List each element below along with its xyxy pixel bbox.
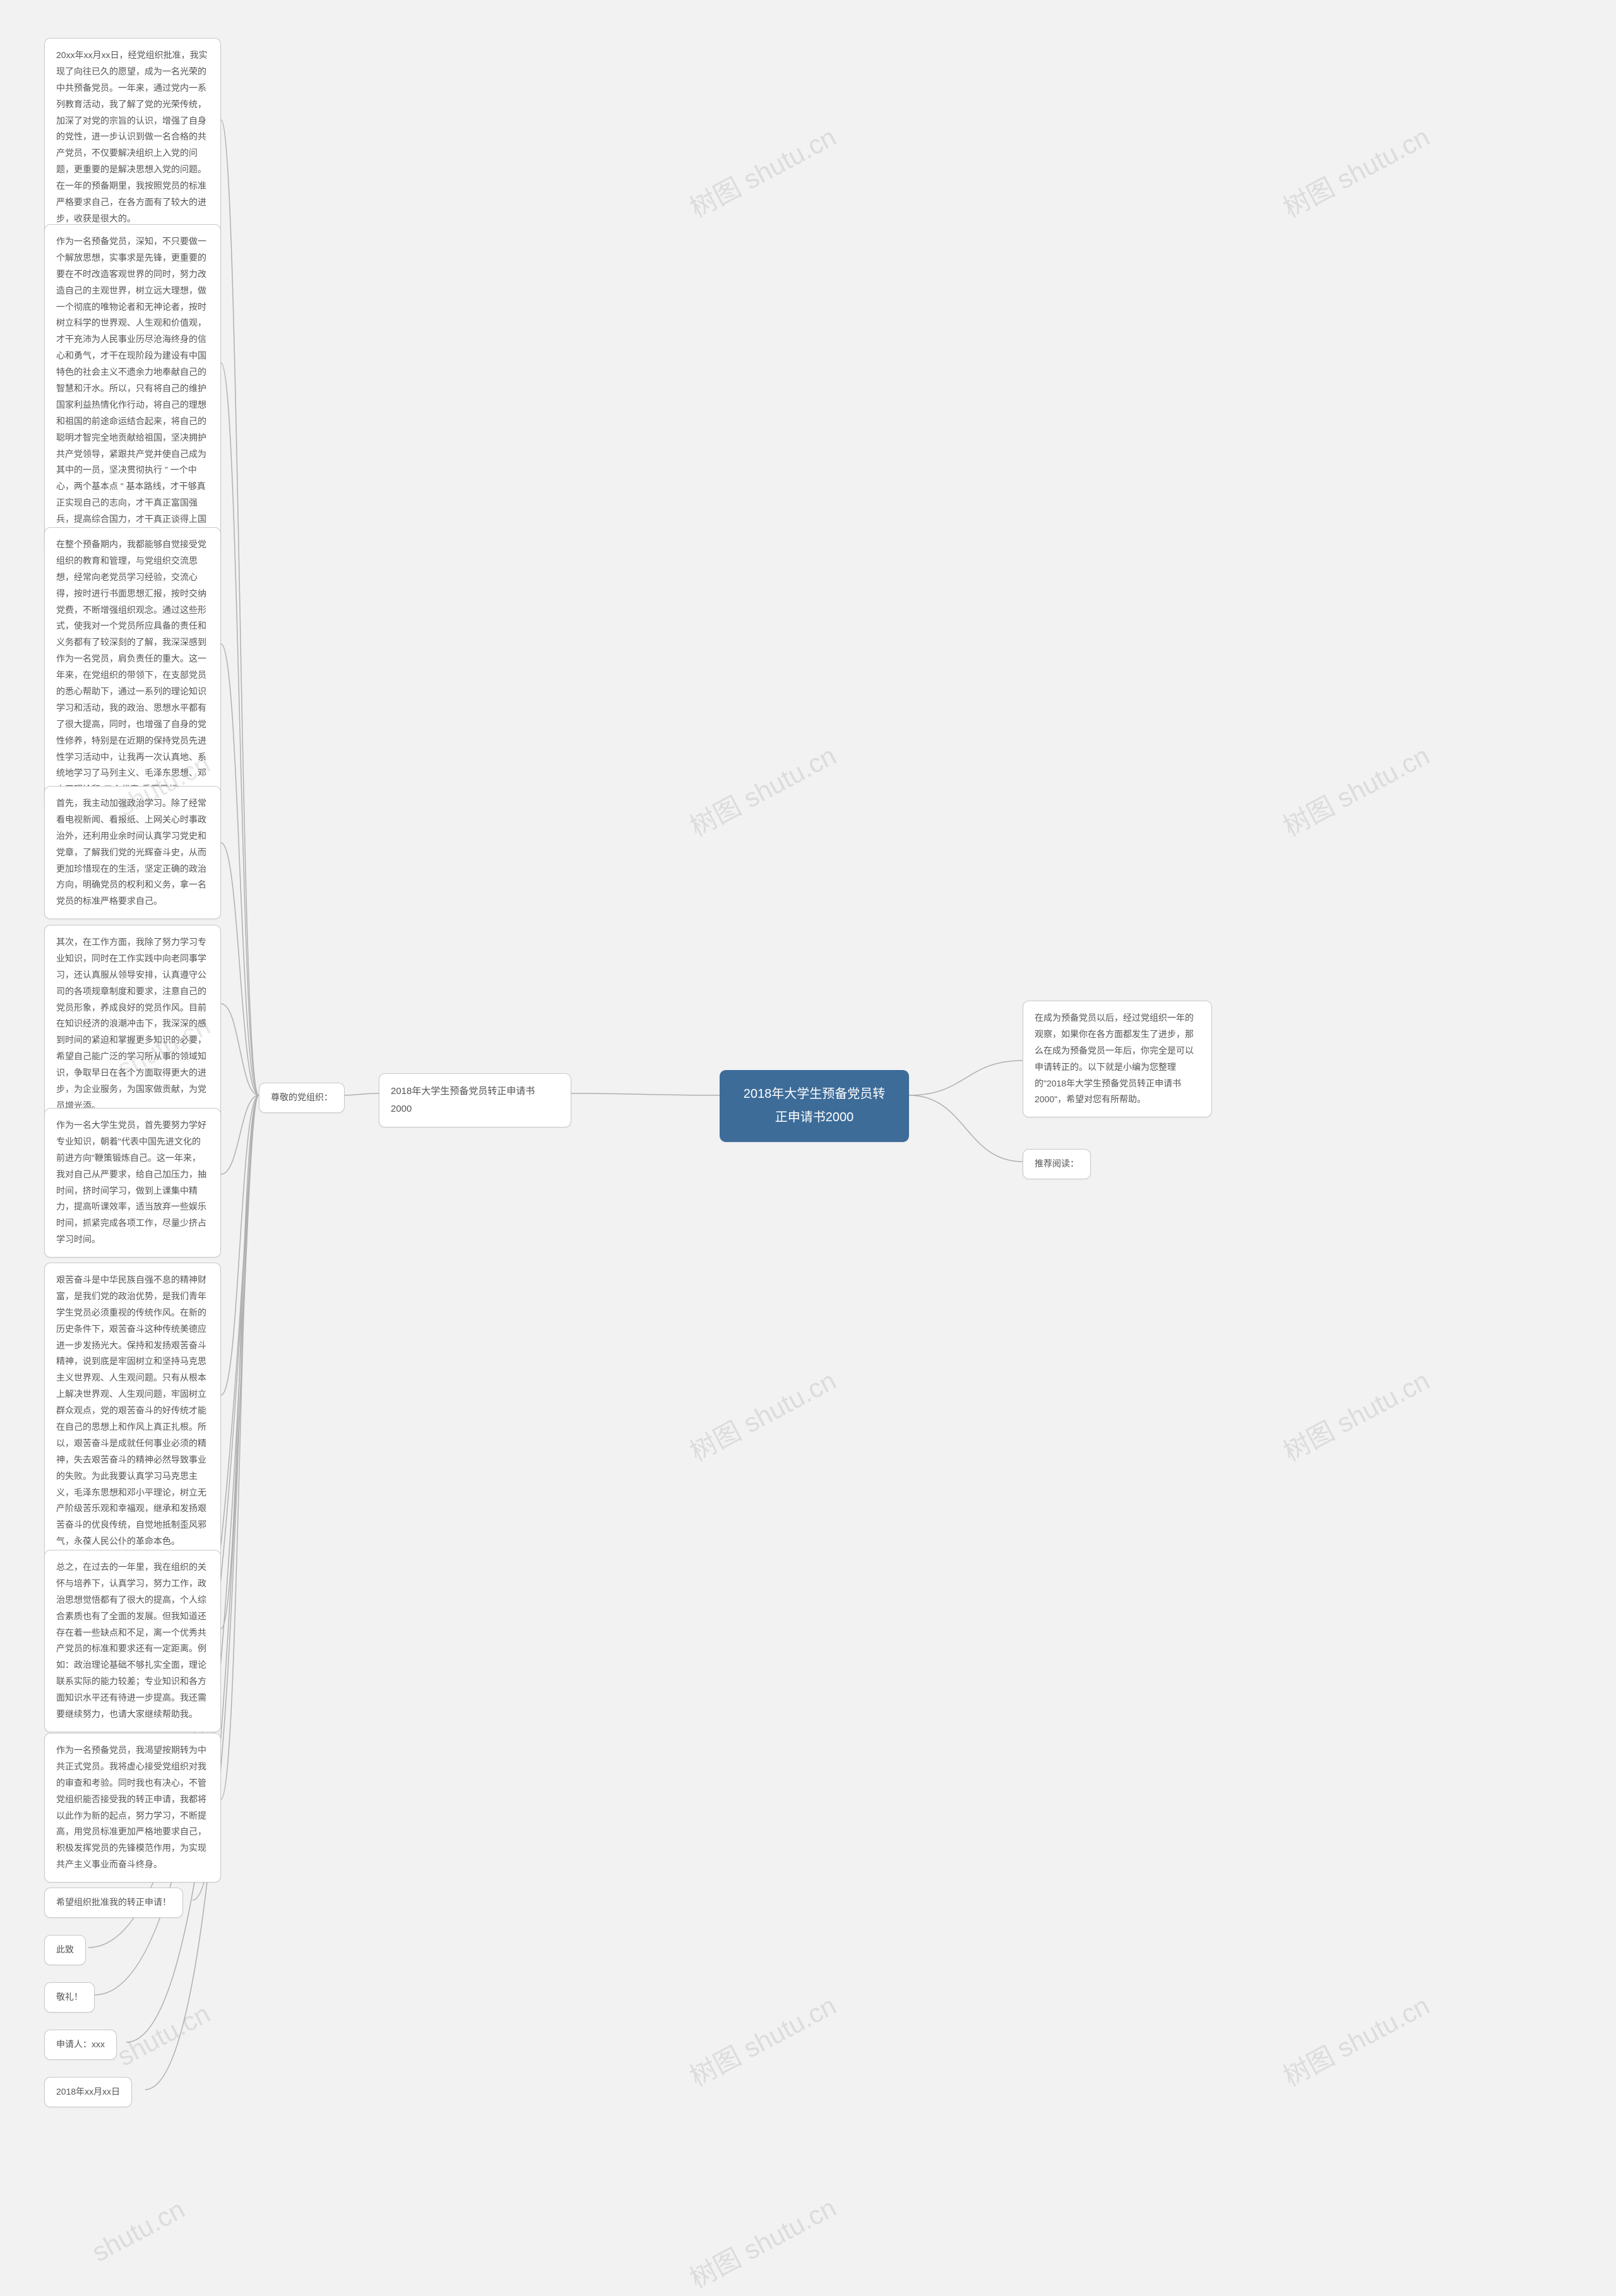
left-node-4-text: 首先，我主动加强政治学习。除了经常看电视新闻、看报纸、上网关心时事政治外，还利用… [56,798,206,906]
center-node-line1: 2018年大学生预备党员转 [735,1083,894,1106]
left-node-12[interactable]: 敬礼！ [44,1982,95,2013]
left-node-6[interactable]: 作为一名大学生党员，首先要努力学好专业知识，朝着"代表中国先进文化的前进方向"鞭… [44,1108,221,1258]
left-node-2-text: 作为一名预备党员，深知，不只要做一个解放思想，实事求是先锋，更重要的要在不时改造… [56,236,206,540]
left-node-11-text: 此致 [56,1944,74,1954]
left-node-8-text: 总之，在过去的一年里，我在组织的关怀与培养下，认真学习，努力工作，政治思想觉悟都… [56,1562,206,1719]
left-node-10[interactable]: 希望组织批准我的转正申请！ [44,1888,183,1918]
center-node[interactable]: 2018年大学生预备党员转 正申请书2000 [720,1070,909,1142]
watermark: 树图 shutu.cn [682,735,842,844]
left-node-13[interactable]: 申请人：xxx [44,2030,117,2060]
right-node-recommend-text: 推荐阅读： [1035,1158,1079,1169]
org-node-text: 尊敬的党组织： [271,1092,333,1102]
left-node-14-text: 2018年xx月xx日 [56,2086,120,2097]
watermark: 树图 shutu.cn [1276,116,1435,225]
left-node-1-text: 20xx年xx月xx日，经党组织批准，我实现了向往已久的愿望，成为一名光荣的中共… [56,50,208,223]
left-node-9[interactable]: 作为一名预备党员，我渴望按期转为中共正式党员。我将虚心接受党组织对我的审查和考验… [44,1733,221,1883]
center-node-line2: 正申请书2000 [735,1106,894,1129]
left-node-5-text: 其次，在工作方面，我除了努力学习专业知识，同时在工作实践中向老同事学习，还认真服… [56,937,206,1110]
left-node-2[interactable]: 作为一名预备党员，深知，不只要做一个解放思想，实事求是先锋，更重要的要在不时改造… [44,224,221,554]
watermark: 树图 shutu.cn [1276,1360,1435,1469]
left-node-8[interactable]: 总之，在过去的一年里，我在组织的关怀与培养下，认真学习，努力工作，政治思想觉悟都… [44,1550,221,1732]
left-node-7-text: 艰苦奋斗是中华民族自强不息的精神财富，是我们党的政治优势，是我们青年学生党员必须… [56,1275,206,1546]
mid-node-line2: 2000 [391,1100,559,1118]
watermark: 树图 shutu.cn [1276,1985,1435,2094]
left-node-12-text: 敬礼！ [56,1992,83,2002]
org-node[interactable]: 尊敬的党组织： [259,1083,345,1113]
left-node-13-text: 申请人：xxx [56,2039,105,2049]
left-node-10-text: 希望组织批准我的转正申请！ [56,1897,171,1907]
watermark: 树图 shutu.cn [682,116,842,225]
right-node-intro-text: 在成为预备党员以后，经过党组织一年的观察，如果你在各方面都发生了进步，那么在成为… [1035,1013,1194,1104]
mindmap-canvas: 2018年大学生预备党员转 正申请书2000 在成为预备党员以后，经过党组织一年… [0,0,1616,2239]
left-node-11[interactable]: 此致 [44,1935,86,1965]
mid-node[interactable]: 2018年大学生预备党员转正申请书 2000 [379,1073,571,1127]
watermark: 树图 shutu.cn [1276,735,1435,844]
right-node-intro[interactable]: 在成为预备党员以后，经过党组织一年的观察，如果你在各方面都发生了进步，那么在成为… [1023,1001,1212,1117]
watermark: 树图 shutu.cn [682,1360,842,1469]
left-node-9-text: 作为一名预备党员，我渴望按期转为中共正式党员。我将虚心接受党组织对我的审查和考验… [56,1745,206,1869]
left-node-6-text: 作为一名大学生党员，首先要努力学好专业知识，朝着"代表中国先进文化的前进方向"鞭… [56,1120,206,1244]
left-node-4[interactable]: 首先，我主动加强政治学习。除了经常看电视新闻、看报纸、上网关心时事政治外，还利用… [44,786,221,919]
watermark: 树图 shutu.cn [682,1985,842,2094]
left-node-3[interactable]: 在整个预备期内，我都能够自觉接受党组织的教育和管理，与党组织交流思想，经常向老党… [44,527,221,807]
left-node-3-text: 在整个预备期内，我都能够自觉接受党组织的教育和管理，与党组织交流思想，经常向老党… [56,539,206,794]
left-node-14[interactable]: 2018年xx月xx日 [44,2077,132,2107]
left-node-1[interactable]: 20xx年xx月xx日，经党组织批准，我实现了向往已久的愿望，成为一名光荣的中共… [44,38,221,237]
watermark: 树图 shutu.cn [682,2187,842,2296]
left-node-5[interactable]: 其次，在工作方面，我除了努力学习专业知识，同时在工作实践中向老同事学习，还认真服… [44,925,221,1124]
watermark: shutu.cn [87,2194,190,2268]
watermark: shutu.cn [112,1999,215,2073]
left-node-7[interactable]: 艰苦奋斗是中华民族自强不息的精神财富，是我们党的政治优势，是我们青年学生党员必须… [44,1263,221,1559]
mid-node-line1: 2018年大学生预备党员转正申请书 [391,1083,559,1100]
right-node-recommend[interactable]: 推荐阅读： [1023,1149,1091,1179]
